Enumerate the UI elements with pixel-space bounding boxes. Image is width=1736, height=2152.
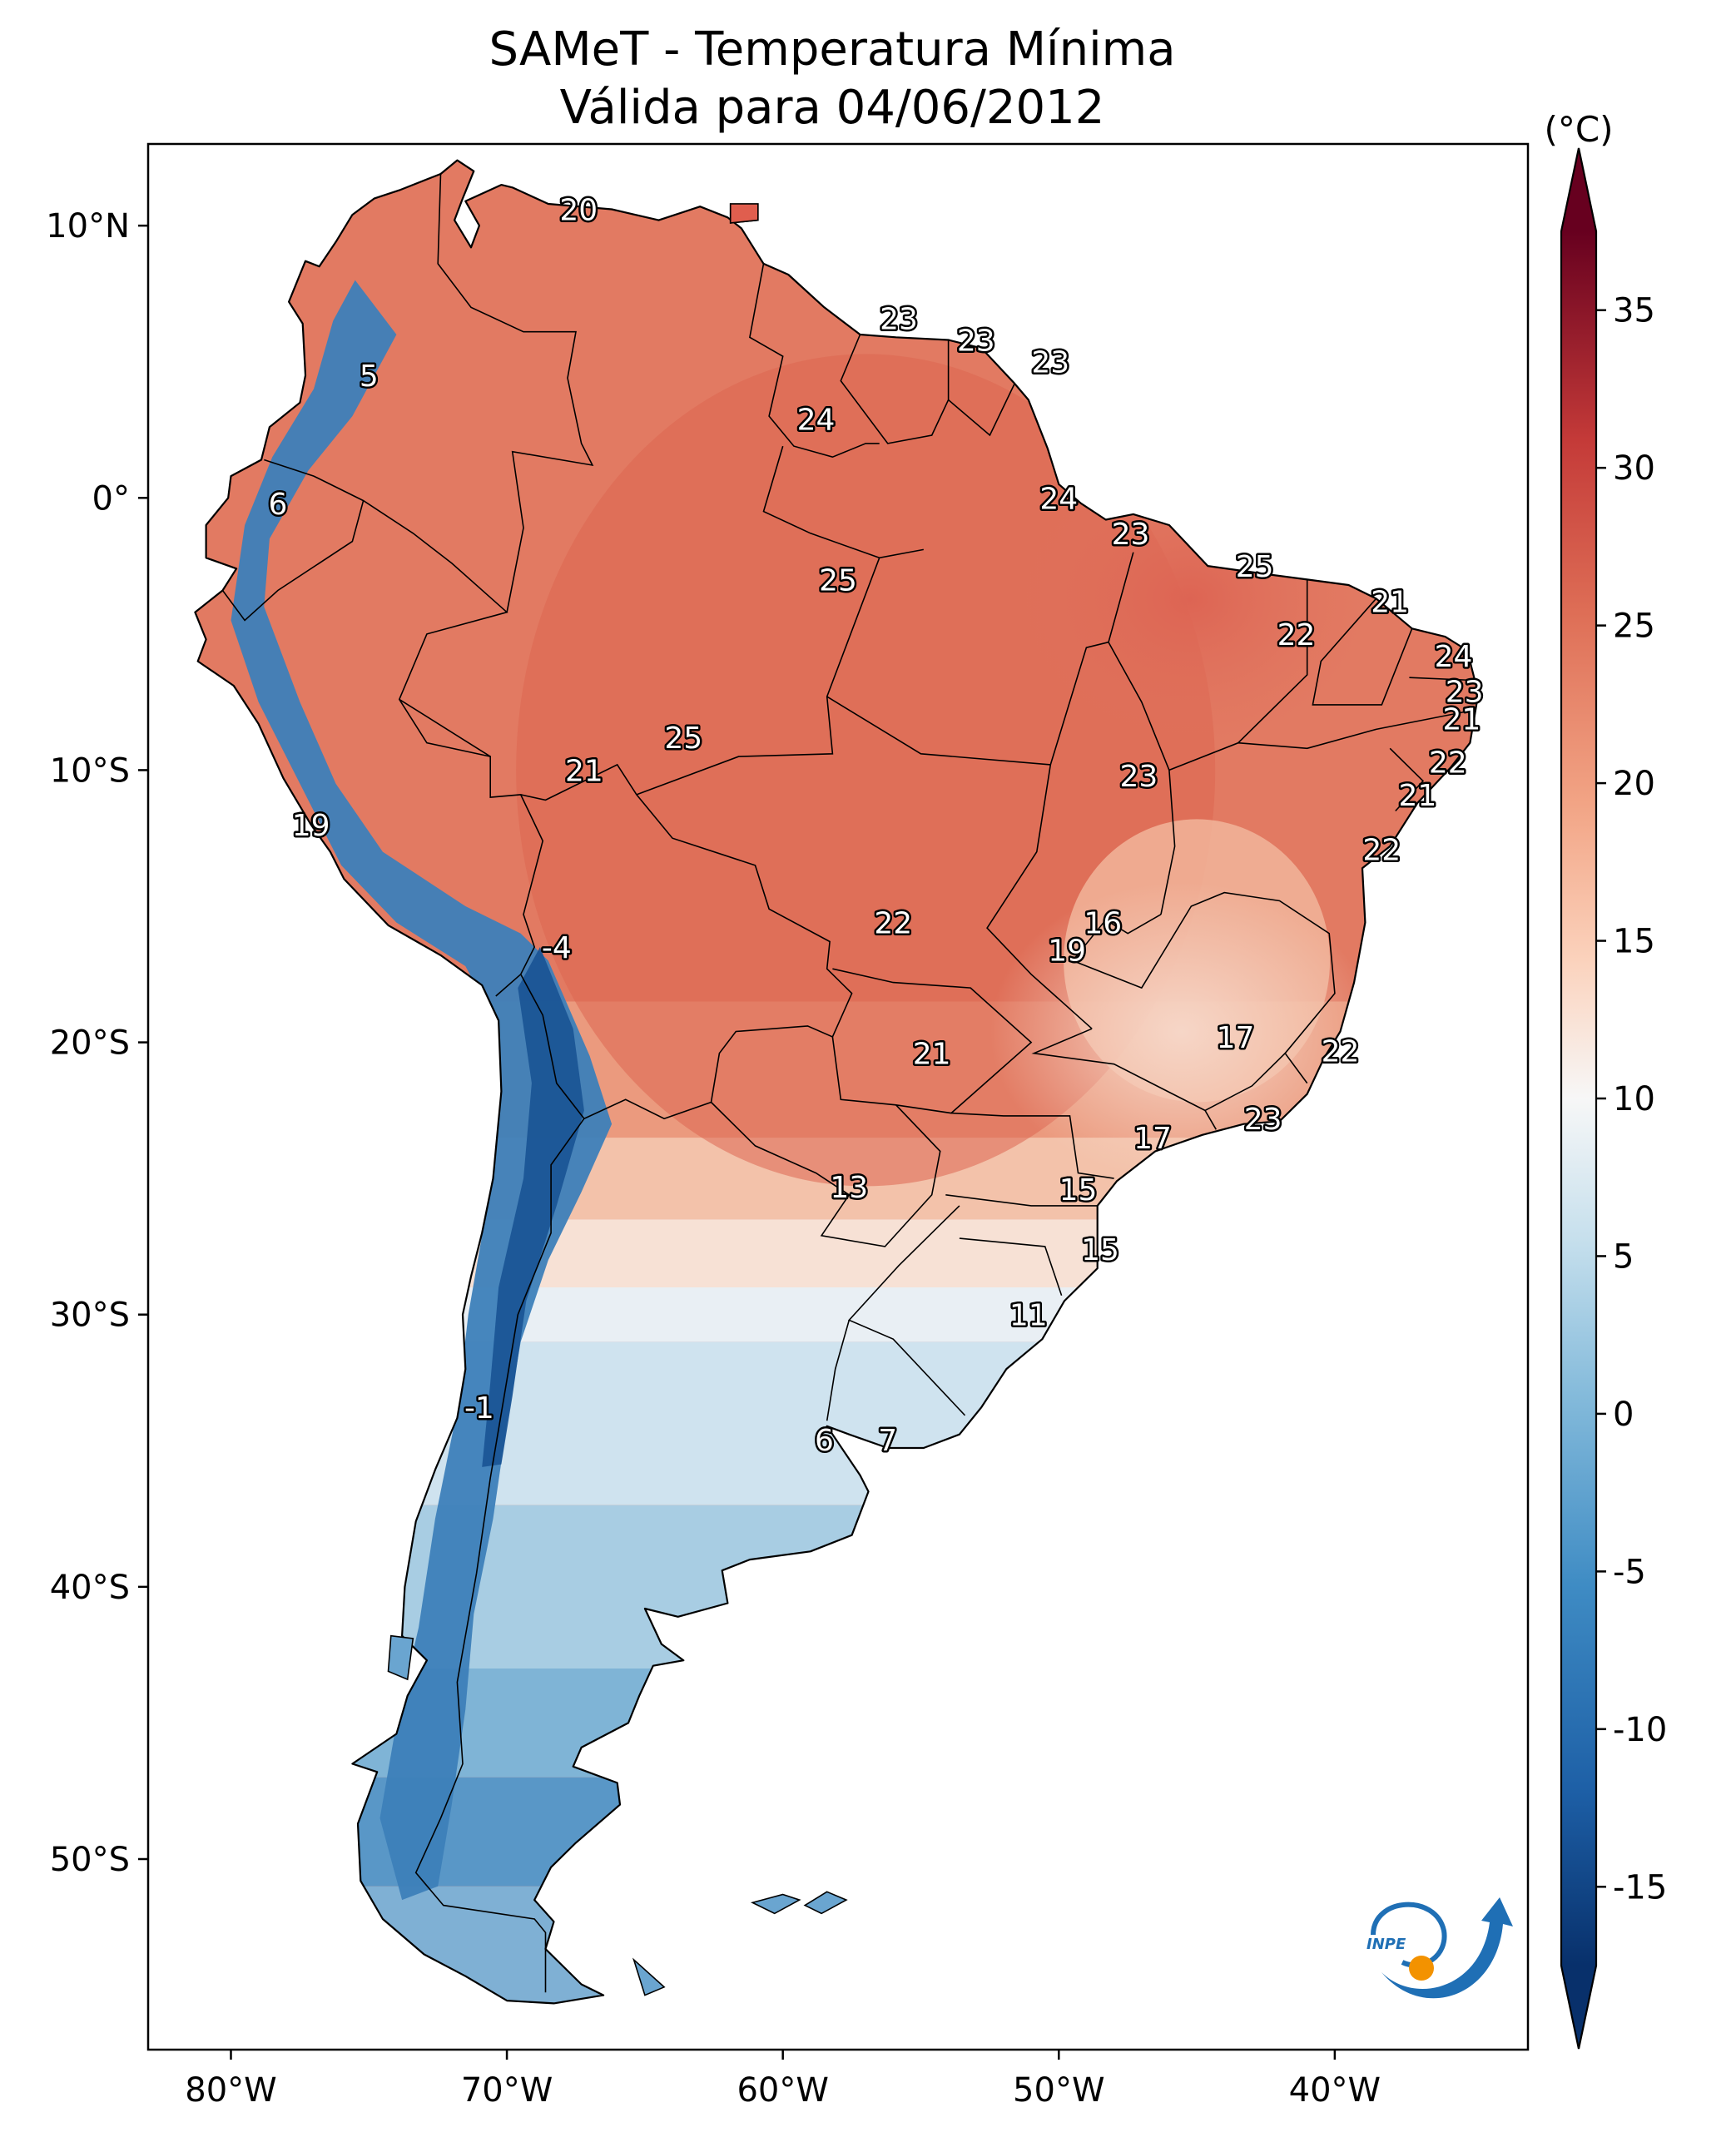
colorbar-tick-label: 30 bbox=[1613, 449, 1655, 488]
station-value-label: 17 bbox=[1217, 1021, 1255, 1055]
logo-orange-dot bbox=[1409, 1956, 1434, 1981]
station-value-label: 23 bbox=[1446, 676, 1484, 710]
station-value-label: -1 bbox=[464, 1391, 494, 1426]
logo-text: INPE bbox=[1366, 1936, 1406, 1953]
colorbar-gradient bbox=[1561, 231, 1596, 1966]
station-value-label: 15 bbox=[1059, 1173, 1098, 1207]
andes-coldest-zone bbox=[482, 947, 584, 1467]
latitude-tick-label: 20°S bbox=[50, 1024, 130, 1063]
station-value-label: 23 bbox=[1031, 346, 1069, 380]
country-borders bbox=[221, 173, 1473, 1993]
station-value-label: 5 bbox=[360, 359, 379, 394]
station-value-label: 6 bbox=[268, 488, 287, 522]
longitude-tick-label: 70°W bbox=[461, 2071, 553, 2110]
map-title-line2: Válida para 04/06/2012 bbox=[560, 81, 1105, 135]
colorbar: (°C) 35 30 25 20 15 10 5 0 -5 -10 -15 bbox=[1544, 109, 1667, 2050]
colorbar-max-extension bbox=[1561, 148, 1596, 231]
station-value-label: 22 bbox=[1277, 618, 1316, 652]
colorbar-tick-label: 25 bbox=[1613, 607, 1655, 646]
station-value-label: 22 bbox=[1429, 746, 1467, 781]
logo-blue-swoosh bbox=[1381, 1897, 1513, 1999]
station-value-label: 11 bbox=[1009, 1299, 1048, 1333]
longitude-tick-label: 60°W bbox=[737, 2071, 828, 2110]
station-value-label: 17 bbox=[1133, 1122, 1172, 1156]
latitude-tick-label: 40°S bbox=[50, 1569, 130, 1607]
station-value-label: 6 bbox=[815, 1424, 834, 1458]
map-title-line1: SAMeT - Temperatura Mínima bbox=[489, 22, 1175, 77]
islands bbox=[387, 203, 848, 1996]
colorbar-min-extension bbox=[1561, 1966, 1596, 2049]
longitude-tick-label: 80°W bbox=[185, 2071, 276, 2110]
colorbar-tick-label: 35 bbox=[1613, 292, 1655, 330]
station-value-label: 16 bbox=[1084, 907, 1122, 941]
station-value-label: 22 bbox=[874, 907, 912, 941]
station-value-label: 21 bbox=[1371, 586, 1409, 620]
station-value-label: 23 bbox=[957, 325, 995, 359]
station-value-label: 23 bbox=[1244, 1103, 1282, 1137]
station-value-label: -4 bbox=[542, 931, 572, 965]
station-value-label: 25 bbox=[819, 563, 857, 598]
colorbar-tick-label: 15 bbox=[1613, 923, 1655, 961]
latitude-tick-label: 10°S bbox=[50, 751, 130, 790]
colorbar-unit-label: (°C) bbox=[1544, 109, 1613, 150]
coastline bbox=[194, 159, 1480, 2005]
colorbar-tick-label: 0 bbox=[1613, 1396, 1634, 1434]
station-value-label: 21 bbox=[913, 1038, 951, 1072]
longitude-axis: 80°W 70°W 60°W 50°W 40°W bbox=[185, 2050, 1381, 2110]
station-value-label: 20 bbox=[559, 194, 598, 228]
station-value-label: 19 bbox=[292, 809, 330, 843]
latitude-axis: 10°N 0° 10°S 20°S 30°S 40°S 50°S bbox=[46, 207, 148, 1879]
latitude-tick-label: 30°S bbox=[50, 1297, 130, 1335]
colorbar-tick-label: -15 bbox=[1613, 1868, 1667, 1907]
station-value-label: 25 bbox=[1236, 550, 1274, 584]
station-value-label: 22 bbox=[1362, 833, 1401, 867]
station-value-label: 21 bbox=[1398, 779, 1436, 813]
colorbar-tick-label: 10 bbox=[1613, 1080, 1655, 1118]
station-value-label: 23 bbox=[1112, 518, 1150, 552]
station-value-label: 13 bbox=[830, 1171, 868, 1205]
inpe-logo: INPE bbox=[1366, 1897, 1513, 1999]
colorbar-outline bbox=[1560, 147, 1598, 2050]
colorbar-tick-label: 20 bbox=[1613, 765, 1655, 803]
longitude-tick-label: 50°W bbox=[1013, 2071, 1104, 2110]
station-value-label: 23 bbox=[1119, 760, 1158, 794]
station-value-label: 15 bbox=[1081, 1233, 1119, 1267]
longitude-tick-label: 40°W bbox=[1289, 2071, 1381, 2110]
station-value-label: 23 bbox=[880, 302, 918, 336]
station-value-label: 22 bbox=[1322, 1034, 1360, 1069]
latitude-tick-label: 10°N bbox=[46, 207, 130, 245]
station-value-label: 19 bbox=[1048, 934, 1086, 968]
station-value-label: 24 bbox=[1435, 640, 1473, 674]
station-value-label: 24 bbox=[797, 403, 836, 437]
colorbar-tick-label: -5 bbox=[1613, 1553, 1646, 1591]
colorbar-tick-label: 5 bbox=[1613, 1237, 1634, 1276]
station-value-label: 21 bbox=[1442, 702, 1481, 736]
station-value-label: 24 bbox=[1039, 482, 1078, 516]
map-frame bbox=[146, 142, 1530, 2051]
latitude-tick-label: 0° bbox=[92, 479, 130, 518]
station-value-label: 25 bbox=[664, 721, 702, 756]
latitude-tick-label: 50°S bbox=[50, 1841, 130, 1879]
colorbar-tick-label: -10 bbox=[1613, 1711, 1667, 1749]
station-value-label: 7 bbox=[878, 1424, 897, 1458]
station-value-label: 21 bbox=[565, 754, 603, 788]
